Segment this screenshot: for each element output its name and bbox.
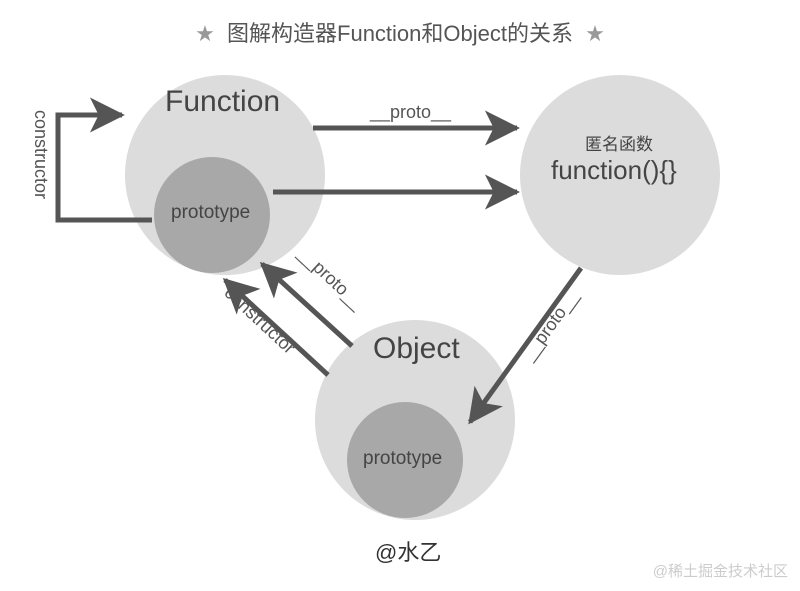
diagram-canvas: ★ 图解构造器Function和Object的关系 ★ Function pro…	[0, 0, 800, 591]
node-object-prototype-label: prototype	[363, 448, 442, 470]
star-icon: ★	[585, 21, 605, 46]
node-function-prototype-label: prototype	[171, 202, 250, 224]
node-anon-small-label: 匿名函数	[585, 130, 653, 155]
edge-label-proto-top: __proto__	[370, 102, 451, 123]
node-anon-big-label: function(){}	[551, 155, 677, 186]
edge-label-obj-proto: __proto__	[294, 243, 368, 314]
watermark-label: @稀土掘金技术社区	[653, 560, 788, 581]
edge-label-anon-proto: __proto__	[518, 287, 583, 365]
node-object-label: Object	[373, 332, 460, 366]
edge-label-constructor-loop: constructor	[30, 110, 51, 199]
edge-label-obj-constructor: constructor	[220, 282, 299, 358]
author-label: @水乙	[375, 535, 441, 567]
node-function-label: Function	[165, 85, 280, 119]
star-icon: ★	[195, 21, 215, 46]
diagram-title: 图解构造器Function和Object的关系	[227, 21, 573, 46]
diagram-title-row: ★ 图解构造器Function和Object的关系 ★	[0, 16, 800, 48]
